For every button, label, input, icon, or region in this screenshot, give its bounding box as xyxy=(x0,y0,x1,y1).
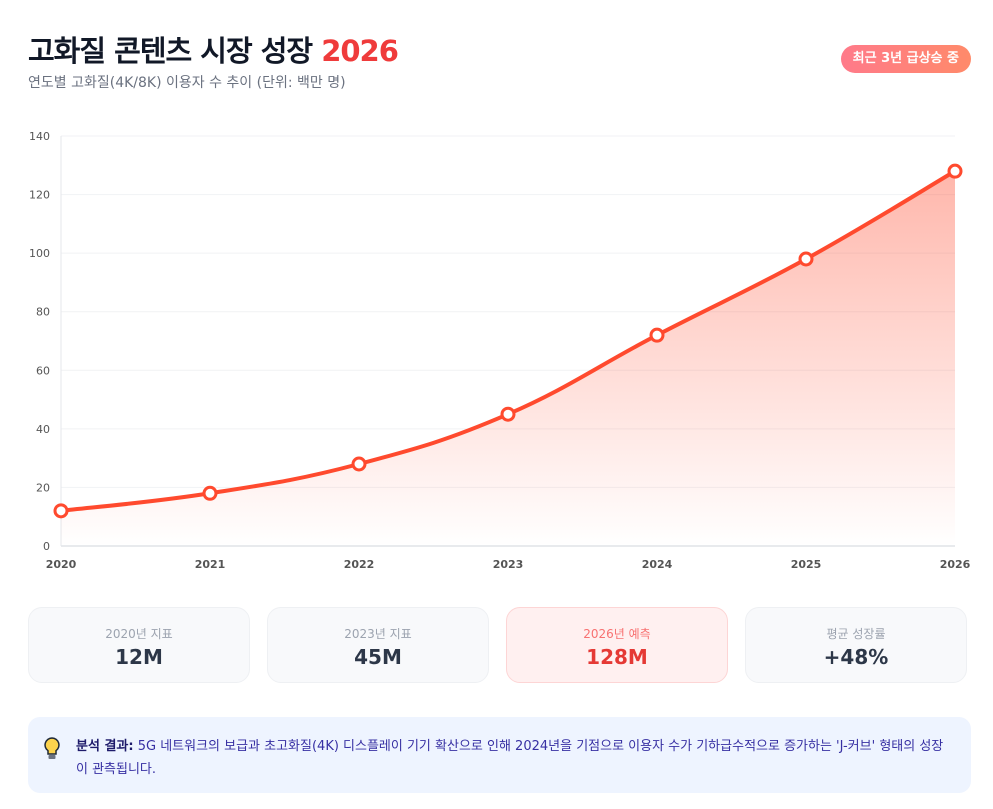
x-tick-label: 2020 xyxy=(46,558,77,571)
stat-cards: 2020년 지표 12M 2023년 지표 45M 2026년 예측 128M 평균 … xyxy=(28,607,967,683)
data-point xyxy=(798,251,814,267)
title-year: 2026 xyxy=(321,34,399,68)
x-tick-label: 2025 xyxy=(791,558,822,571)
stat-value: 128M xyxy=(586,645,648,669)
stat-label: 2023년 지표 xyxy=(344,627,412,641)
x-tick-label: 2023 xyxy=(493,558,524,571)
stat-value: +48% xyxy=(823,645,889,669)
stat-value: 12M xyxy=(115,645,163,669)
y-tick-label: 120 xyxy=(29,189,50,202)
stat-card-growth: 평균 성장률 +48% xyxy=(745,607,967,683)
data-point xyxy=(351,456,367,472)
y-tick-label: 140 xyxy=(29,130,50,143)
analysis-note: 분석 결과: 5G 네트워크의 보급과 초고화질(4K) 디스플레이 기기 확산… xyxy=(28,717,971,793)
stat-card-2023: 2023년 지표 45M xyxy=(267,607,489,683)
trend-badge: 최근 3년 급상승 중 xyxy=(840,45,971,73)
stat-card-2020: 2020년 지표 12M xyxy=(28,607,250,683)
y-tick-label: 100 xyxy=(29,247,50,260)
data-point xyxy=(947,163,963,179)
x-tick-label: 2026 xyxy=(940,558,971,571)
page-title: 고화질 콘텐츠 시장 성장 2026 xyxy=(28,28,399,70)
y-tick-label: 20 xyxy=(36,481,50,494)
stat-label: 2020년 지표 xyxy=(105,627,173,641)
subtitle: 연도별 고화질(4K/8K) 이용자 수 추이 (단위: 백만 명) xyxy=(28,75,346,91)
y-tick-label: 80 xyxy=(36,306,50,319)
line-chart: 0 20 40 60 80 100 120 140 2020 2021 2022 2023 2024 20… xyxy=(29,130,971,571)
stat-label: 2026년 예측 xyxy=(583,627,651,641)
y-tick-label: 60 xyxy=(36,364,50,377)
x-tick-label: 2021 xyxy=(195,558,226,571)
lightbulb-icon xyxy=(44,737,60,759)
y-tick-label: 40 xyxy=(36,423,50,436)
data-point xyxy=(500,406,516,422)
x-tick-label: 2024 xyxy=(642,558,673,571)
data-point xyxy=(202,485,218,501)
area-fill xyxy=(61,171,955,546)
x-tick-label: 2022 xyxy=(344,558,375,571)
note-text: 5G 네트워크의 보급과 초고화질(4K) 디스플레이 기기 확산으로 인해 2… xyxy=(76,739,944,777)
note-label: 분석 결과: xyxy=(76,739,134,754)
data-point xyxy=(649,327,665,343)
data-point xyxy=(53,503,69,519)
y-tick-label: 0 xyxy=(43,540,50,553)
title-text: 고화질 콘텐츠 시장 성장 xyxy=(28,34,313,68)
stat-value: 45M xyxy=(354,645,402,669)
stat-card-2026-forecast: 2026년 예측 128M xyxy=(506,607,728,683)
stat-label: 평균 성장률 xyxy=(826,627,886,641)
